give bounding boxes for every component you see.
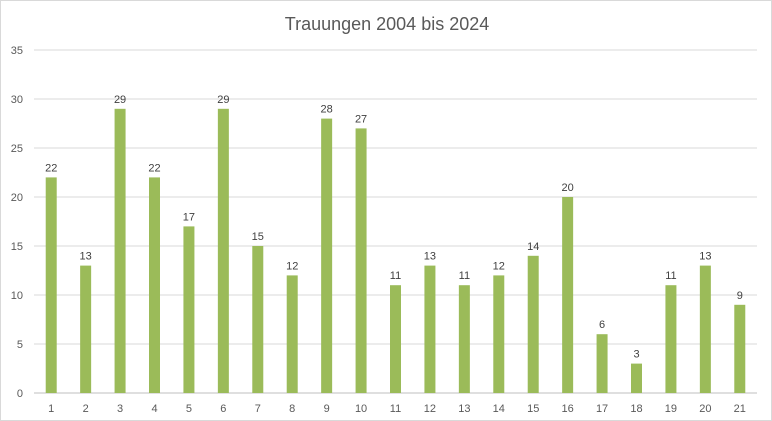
x-tick-label: 20 — [699, 403, 711, 415]
data-label: 3 — [633, 349, 639, 361]
x-tick-label: 10 — [355, 403, 367, 415]
bar — [699, 265, 711, 393]
data-labels: 22 13 29 22 17 29 15 12 28 27 11 13 11 12 14 20 6 3 11 13 9 — [45, 94, 743, 361]
x-tick-label: 17 — [596, 403, 608, 415]
data-label: 13 — [424, 251, 436, 263]
data-label: 29 — [114, 94, 126, 106]
y-tick-label: 0 — [17, 388, 23, 400]
bar — [149, 177, 160, 393]
x-tick-label: 19 — [665, 403, 677, 415]
data-label: 13 — [699, 251, 711, 263]
data-label: 9 — [737, 290, 743, 302]
y-tick-label: 25 — [11, 143, 23, 155]
bar — [80, 265, 92, 393]
x-tick-label: 5 — [186, 403, 192, 415]
bar — [183, 226, 195, 393]
x-tick-label: 6 — [220, 403, 226, 415]
bar — [665, 285, 677, 393]
y-tick-label: 20 — [11, 192, 23, 204]
data-label: 22 — [45, 162, 57, 174]
x-tick-label: 21 — [734, 403, 746, 415]
bar — [45, 177, 57, 393]
data-label: 12 — [493, 260, 505, 272]
bar — [424, 265, 436, 393]
x-tick-label: 14 — [493, 403, 505, 415]
x-tick-label: 15 — [527, 403, 539, 415]
data-label: 11 — [459, 270, 470, 282]
x-tick-label: 3 — [117, 403, 123, 415]
bar — [527, 255, 539, 393]
data-label: 28 — [321, 104, 333, 116]
x-tick-label: 9 — [324, 403, 330, 415]
x-tick-label: 7 — [255, 403, 261, 415]
bar — [596, 334, 608, 393]
bar — [355, 128, 367, 393]
x-tick-label: 2 — [83, 403, 89, 415]
y-tick-label: 15 — [11, 241, 23, 253]
bar — [286, 275, 298, 393]
data-label: 29 — [217, 94, 229, 106]
bar — [493, 275, 505, 393]
x-tick-label: 8 — [289, 403, 295, 415]
data-label: 15 — [252, 231, 264, 243]
bar — [390, 285, 401, 393]
bar — [252, 246, 264, 393]
data-label: 12 — [286, 260, 298, 272]
bar — [458, 285, 470, 393]
bar — [114, 108, 126, 394]
x-tick-label: 4 — [151, 403, 157, 415]
x-tick-label: 16 — [562, 403, 574, 415]
x-tick-label: 11 — [390, 403, 401, 415]
x-tick-label: 12 — [424, 403, 436, 415]
chart-title: Trauungen 2004 bis 2024 — [285, 14, 490, 34]
data-label: 6 — [599, 319, 605, 331]
x-tick-label: 18 — [630, 403, 642, 415]
data-label: 11 — [390, 270, 401, 282]
x-tick-label: 1 — [48, 403, 54, 415]
data-label: 11 — [665, 270, 676, 282]
data-label: 27 — [355, 113, 367, 125]
bar-series — [45, 108, 746, 394]
data-label: 14 — [527, 241, 539, 253]
bar — [217, 108, 229, 394]
y-tick-label: 10 — [11, 290, 23, 302]
bar — [562, 197, 574, 393]
data-label: 13 — [80, 251, 92, 263]
y-axis-tick-labels: 0 5 10 15 20 25 30 35 — [11, 45, 23, 400]
data-label: 22 — [148, 162, 160, 174]
bar — [734, 304, 746, 393]
x-axis-tick-labels: 1 2 3 4 5 6 7 8 9 10 11 12 13 14 15 16 17 18 19 20 21 — [48, 403, 746, 415]
y-tick-label: 35 — [11, 45, 23, 57]
bar — [321, 118, 333, 393]
bar — [631, 363, 642, 393]
data-label: 20 — [562, 182, 574, 194]
data-label: 17 — [183, 211, 195, 223]
x-tick-label: 13 — [458, 403, 470, 415]
y-tick-label: 30 — [11, 94, 23, 106]
y-tick-label: 5 — [17, 339, 23, 351]
